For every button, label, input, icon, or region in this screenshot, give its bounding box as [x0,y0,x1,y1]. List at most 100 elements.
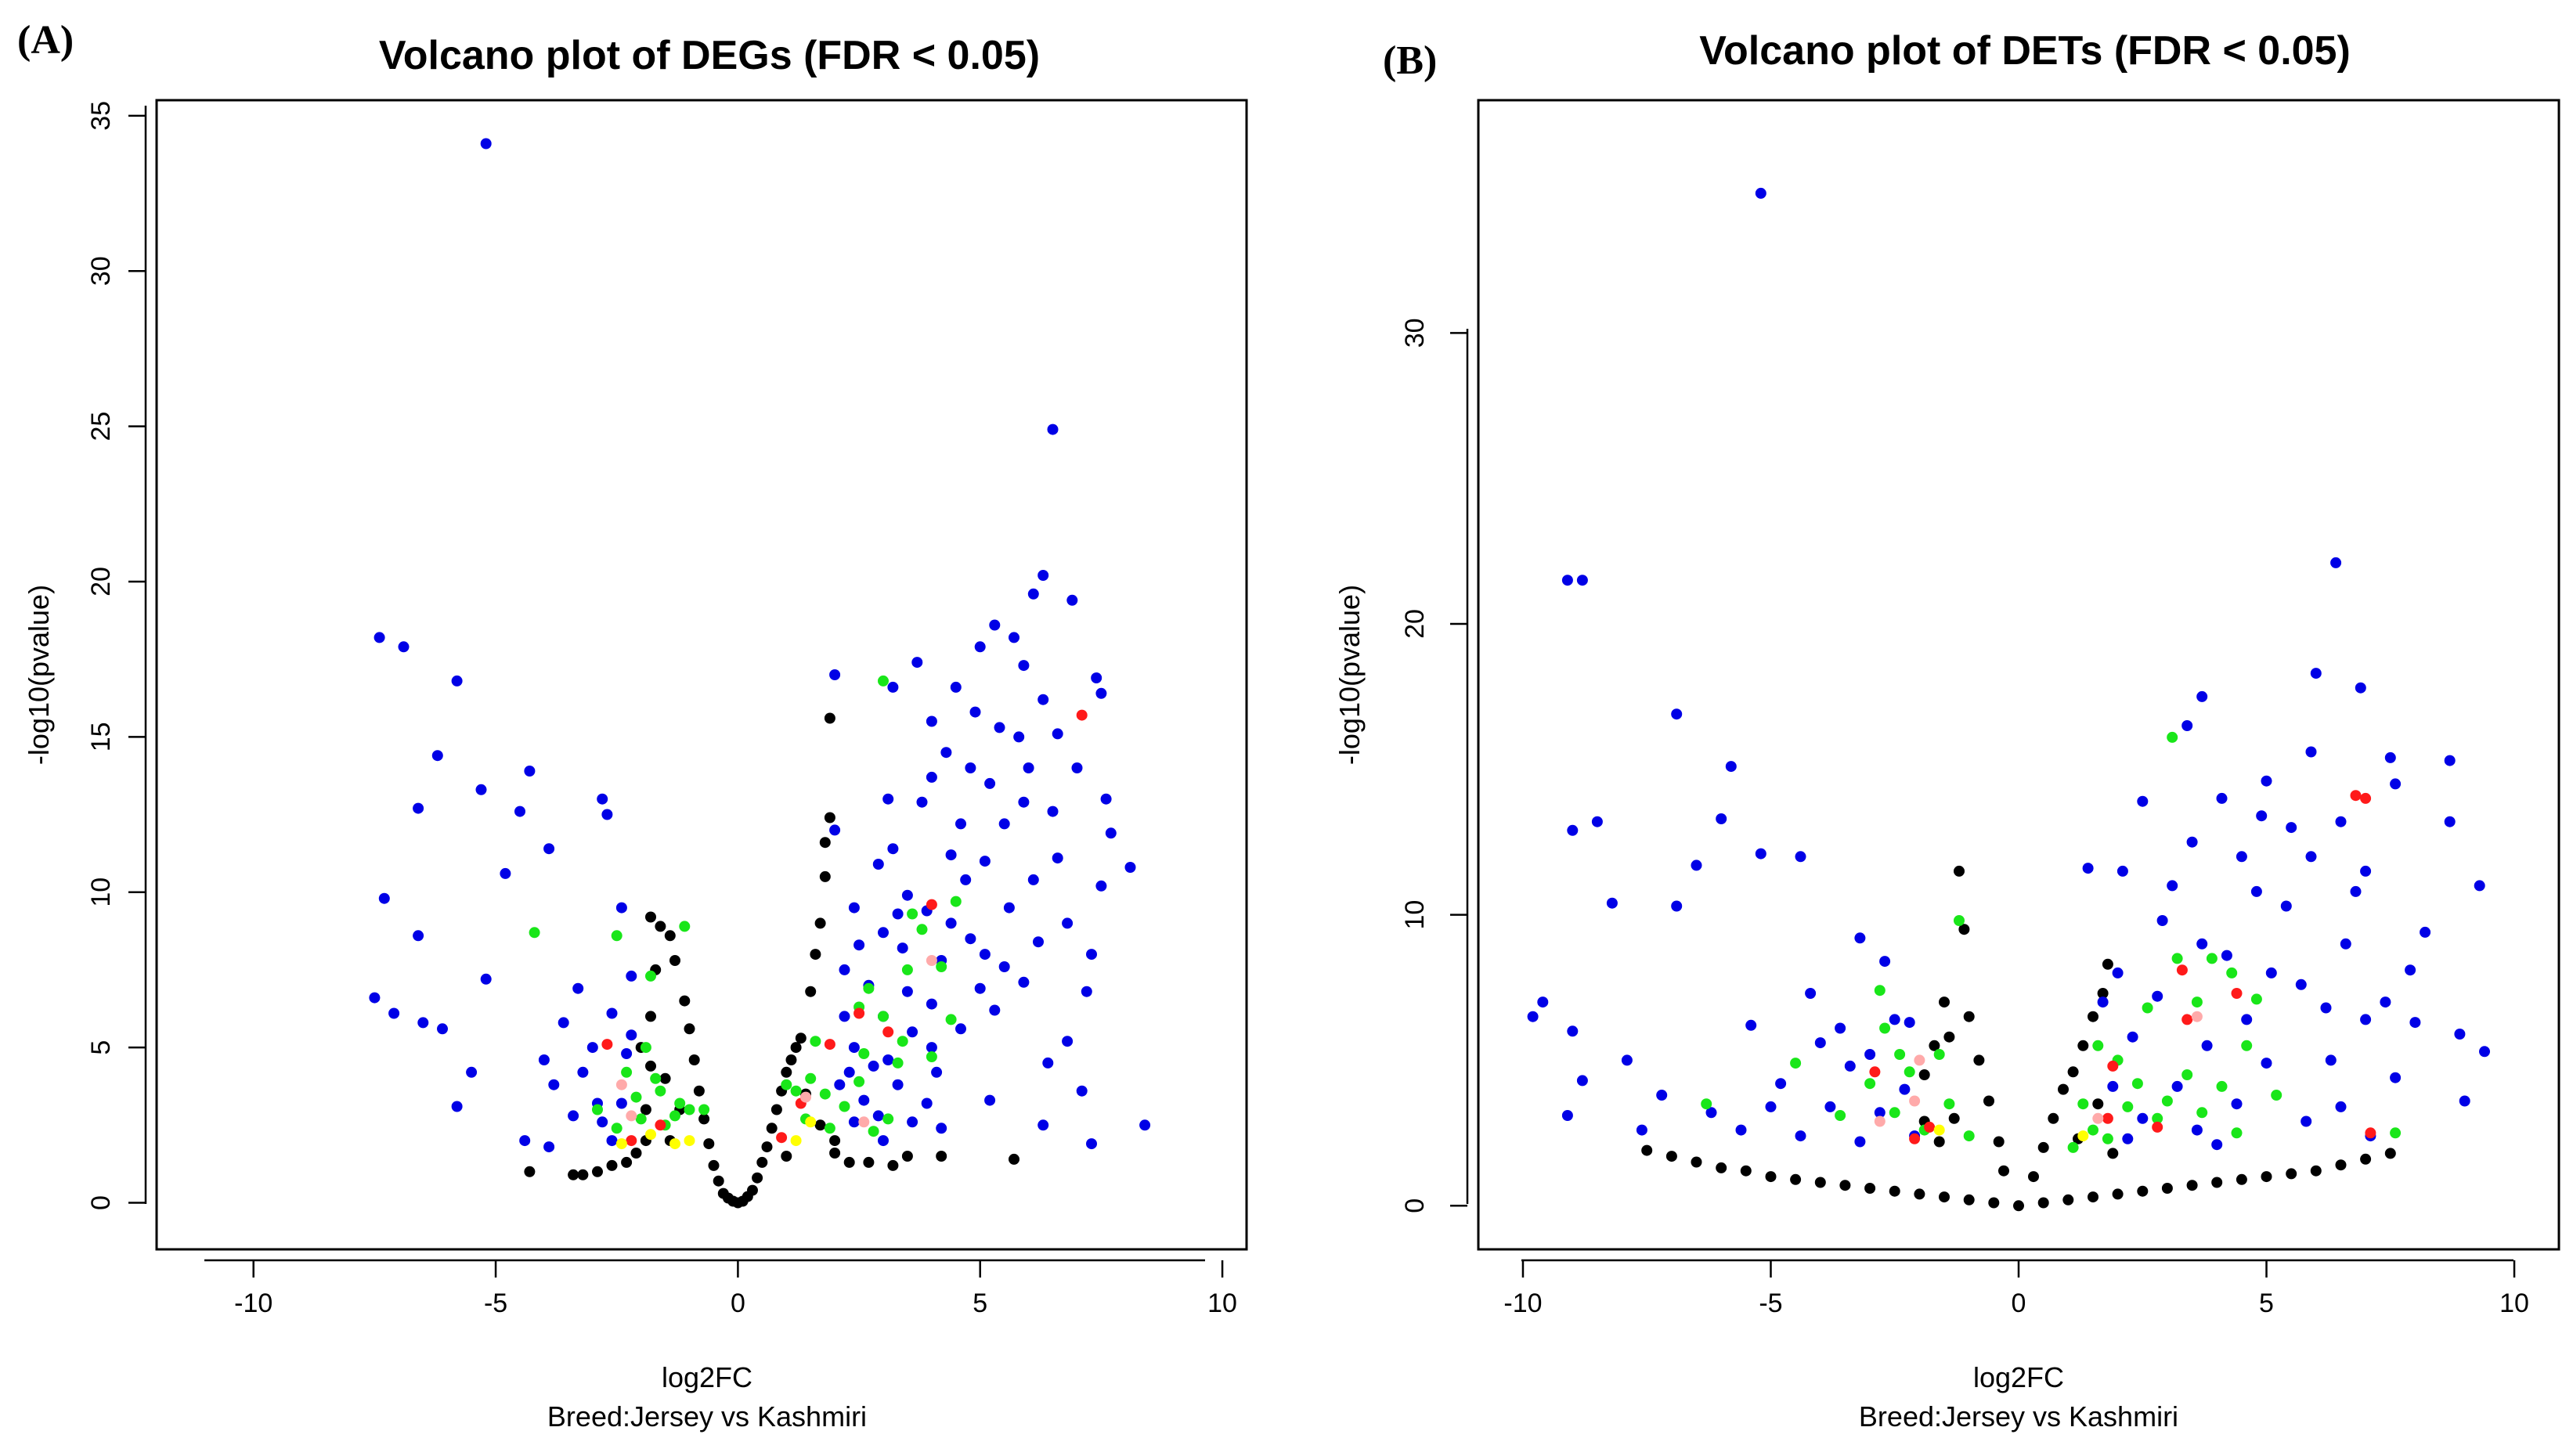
data-point-green [1889,1107,1900,1119]
data-point-blue [979,856,991,867]
data-point-blue [901,986,913,997]
data-point-green [863,982,875,994]
data-point-blue [878,927,889,939]
data-point-blue [437,1023,448,1035]
data-point-yellow [645,1129,656,1141]
x-tick-label: -5 [1759,1288,1782,1318]
x-tick-label: 10 [1207,1288,1237,1318]
data-point-green [650,1072,662,1084]
data-point-green [645,970,656,982]
plot-frame [155,99,1248,1251]
data-point-green [790,1085,802,1097]
data-point-green [1790,1058,1802,1069]
data-point-blue [858,1094,870,1106]
data-point-blue [2107,1080,2119,1092]
data-point-black [756,1156,768,1168]
data-point-black [1983,1095,1994,1107]
data-point-yellow [1933,1124,1945,1136]
data-point-blue [2261,775,2272,787]
data-point-blue [998,961,1010,972]
data-point-blue [897,942,908,954]
data-point-blue [965,762,976,773]
data-point-blue [2211,1139,2223,1151]
data-point-blue [378,892,390,904]
data-point-blue [2420,926,2431,938]
data-point-red [2360,792,2372,804]
data-point-blue [2305,746,2317,758]
data-point-black [1963,1194,1975,1206]
data-point-blue [1027,588,1039,600]
data-point-green [2131,1078,2143,1090]
data-point-blue [1864,1049,1876,1060]
data-point-pink [1874,1115,1886,1127]
data-point-blue [955,818,966,830]
data-point-blue [848,1116,860,1128]
data-point-blue [2335,1101,2347,1112]
data-point-green [2216,1080,2228,1092]
data-point-black [713,1175,724,1187]
data-point-green [1879,1022,1891,1034]
data-point-blue [1027,874,1039,885]
data-point-green [926,1051,937,1062]
data-point-blue [451,1101,463,1112]
data-point-blue [417,1017,429,1029]
y-axis: 0 5 10 15 20 25 30 35 [86,101,147,1210]
data-point-black [2360,1153,2372,1165]
data-point-black [2088,1011,2098,1022]
data-point-green [669,1110,680,1122]
data-point-blue [606,1007,618,1019]
data-point-green [640,1042,651,1054]
data-point-green [936,961,947,972]
data-point-red [2152,1121,2163,1133]
x-axis-label: log2FC [1973,1361,2064,1393]
data-point-black [2048,1112,2059,1124]
data-point-black [2261,1171,2272,1183]
data-point-blue [568,1110,579,1122]
data-point-black [1939,1191,1950,1203]
data-point-green [2152,1112,2163,1124]
y-axis: 0 10 20 30 [1400,318,1469,1213]
data-point-black [698,1113,710,1125]
data-point-green [1954,915,1965,926]
data-point-black [688,1054,700,1065]
data-point-green [2231,1127,2243,1139]
data-point-black [2211,1177,2223,1188]
data-point-black [640,1104,651,1115]
data-point-blue [543,843,555,855]
data-point-black [2236,1173,2247,1185]
data-point-black [669,955,680,966]
data-point-blue [2390,1072,2402,1083]
data-point-black [684,1023,695,1035]
data-point-blue [1124,862,1136,873]
data-point-blue [2265,967,2277,978]
data-point-blue [2325,1054,2337,1066]
data-point-blue [1745,1019,1757,1031]
data-point-black [659,1072,671,1084]
data-point-blue [901,889,913,901]
data-point-blue [1904,1017,1915,1029]
data-point-blue [839,964,850,975]
data-point-black [781,1066,792,1078]
data-point-blue [834,1079,846,1090]
data-point-green [2088,1124,2098,1136]
data-point-blue [965,933,976,945]
data-point-blue [1835,1022,1846,1034]
data-point-red [853,1007,865,1019]
data-point-red [1869,1066,1881,1078]
data-point-green [1904,1066,1915,1078]
data-point-blue [514,805,525,817]
data-point-blue [892,908,904,920]
data-point-green [945,1014,957,1025]
data-point-pink [615,1079,627,1090]
data-point-green [858,1048,870,1059]
data-point-green [2102,1133,2113,1144]
chart-title: Volcano plot of DETs (FDR < 0.05) [1699,28,2351,74]
data-point-green [621,1066,633,1078]
panel-label: (B) [1383,38,1437,83]
data-point-blue [1606,897,1618,909]
data-point-blue [1100,793,1112,805]
data-point-yellow [684,1135,695,1147]
data-point-black [2037,1197,2049,1209]
data-point-blue [519,1135,531,1147]
data-point-blue [1636,1124,1647,1136]
